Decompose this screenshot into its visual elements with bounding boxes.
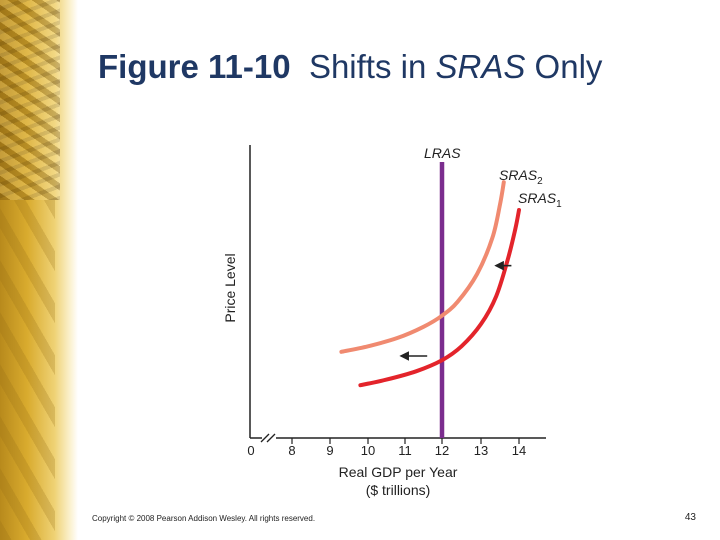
series-label-sras1: SRAS1 bbox=[518, 190, 562, 210]
x-tick-label-0: 0 bbox=[247, 443, 254, 458]
x-tick-label-13: 13 bbox=[474, 443, 488, 458]
axis-break-mark bbox=[260, 433, 270, 443]
x-tick-label-8: 8 bbox=[288, 443, 295, 458]
x-tick-label-14: 14 bbox=[512, 443, 526, 458]
chart-labels: 0 8 9 10 11 12 13 14 Real GDP per Year ($ trillio… bbox=[222, 145, 562, 498]
x-tick-label-12: 12 bbox=[435, 443, 449, 458]
page-number: 43 bbox=[684, 512, 696, 523]
series-sras1 bbox=[358, 208, 521, 388]
copyright-text: Copyright © 2008 Pearson Addison Wesley.… bbox=[92, 514, 316, 523]
y-axis-label: Price Level bbox=[222, 253, 238, 322]
x-tick-label-10: 10 bbox=[361, 443, 375, 458]
series-label-sras2: SRAS2 bbox=[499, 167, 543, 187]
slide-title: Figure 11-10 Shifts in SRAS Only bbox=[98, 48, 602, 86]
x-tick-label-11: 11 bbox=[398, 443, 412, 458]
series-sras2 bbox=[339, 180, 506, 354]
x-tick-label-9: 9 bbox=[326, 443, 333, 458]
chart-axes bbox=[249, 145, 546, 444]
title-text-b: Only bbox=[525, 48, 603, 85]
title-text-a: Shifts in bbox=[308, 48, 436, 85]
decorative-side-strip bbox=[0, 0, 78, 540]
title-sras-italic: SRAS bbox=[435, 48, 526, 85]
x-axis-label-line2: ($ trillions) bbox=[366, 482, 431, 498]
title-figure-number: Figure 11-10 bbox=[98, 48, 291, 85]
x-axis-label-line1: Real GDP per Year bbox=[339, 464, 458, 480]
chart-series bbox=[339, 162, 521, 438]
series-label-lras: LRAS bbox=[424, 145, 461, 161]
axis-break-mark bbox=[266, 433, 276, 443]
